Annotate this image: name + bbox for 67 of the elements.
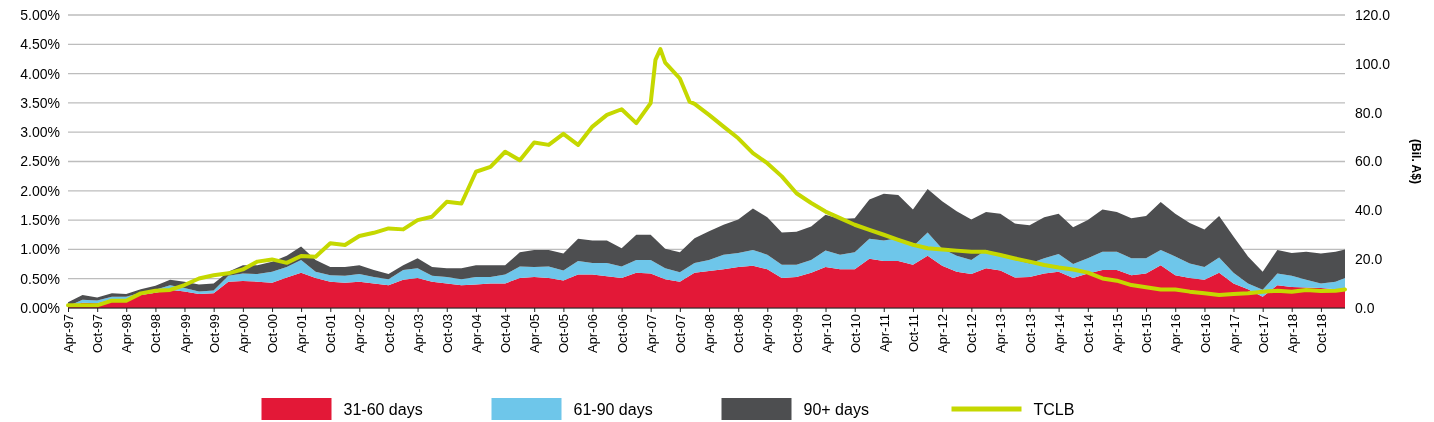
x-tick-label: Apr-01 [294, 314, 310, 354]
x-tick-label: Oct-14 [1080, 314, 1096, 354]
legend-label: 31-60 days [343, 400, 423, 418]
x-tick-label: Apr-00 [235, 314, 251, 354]
y2-tick-label: 40.0 [1355, 202, 1383, 219]
y-tick-label: 0.50% [20, 270, 60, 287]
y-tick-label: 4.00% [20, 65, 60, 82]
y2-tick-label: 0.0 [1355, 299, 1375, 316]
x-tick-label: Apr-06 [585, 314, 601, 354]
x-tick-label: Apr-07 [643, 314, 659, 354]
x-tick-label: Apr-08 [702, 314, 718, 354]
x-tick-label: Apr-14 [1051, 314, 1067, 354]
x-tick-label: Oct-97 [90, 314, 106, 354]
x-tick-label: Apr-09 [760, 314, 776, 354]
legend-label: TCLB [1033, 400, 1075, 418]
x-tick-label: Apr-11 [876, 314, 892, 353]
y2-axis-title: (Bil. A$) [1409, 139, 1423, 184]
y-tick-label: 0.00% [20, 299, 60, 316]
y-tick-label: 1.50% [20, 212, 60, 229]
x-tick-label: Apr-02 [352, 314, 368, 354]
x-tick-label: Oct-09 [789, 314, 805, 354]
x-tick-label: Oct-12 [964, 314, 980, 354]
x-tick-label: Apr-99 [177, 314, 193, 354]
y2-tick-label: 60.0 [1355, 153, 1383, 170]
y-tick-label: 5.00% [20, 6, 60, 23]
x-tick-label: Oct-05 [556, 314, 572, 354]
x-tick-label: Apr-17 [1226, 314, 1242, 354]
x-tick-label: Apr-10 [818, 314, 834, 354]
x-tick-label: Apr-13 [993, 314, 1009, 354]
y-tick-label: 4.50% [20, 36, 60, 53]
x-tick-label: Apr-18 [1284, 314, 1300, 354]
x-tick-label: Apr-97 [61, 314, 77, 354]
x-tick-label: Oct-99 [206, 314, 222, 354]
x-tick-label: Oct-04 [498, 314, 514, 354]
y-tick-label: 2.00% [20, 182, 60, 199]
x-tick-label: Oct-17 [1255, 314, 1271, 354]
x-tick-label: Oct-18 [1313, 314, 1329, 354]
x-tick-label: Oct-98 [148, 314, 164, 354]
x-tick-label: Oct-15 [1139, 314, 1155, 354]
x-tick-label: Oct-07 [672, 314, 688, 354]
legend-label: 90+ days [803, 400, 869, 418]
y-tick-label: 2.50% [20, 153, 60, 170]
y2-tick-label: 20.0 [1355, 251, 1383, 268]
legend-label: 61-90 days [573, 400, 653, 418]
x-tick-label: Oct-10 [847, 314, 863, 354]
x-tick-label: Oct-13 [1022, 314, 1038, 354]
x-tick-label: Apr-03 [410, 314, 426, 354]
x-tick-label: Apr-04 [469, 314, 485, 354]
x-tick-label: Oct-08 [731, 314, 747, 354]
x-tick-label: Apr-15 [1109, 314, 1125, 354]
y-tick-label: 3.50% [20, 94, 60, 111]
y2-tick-label: 100.0 [1355, 55, 1391, 72]
x-tick-label: Apr-12 [935, 314, 951, 354]
x-tick-label: Oct-01 [323, 314, 339, 354]
x-tick-label: Oct-11 [906, 314, 921, 353]
y-tick-label: 3.00% [20, 124, 60, 141]
x-tick-label: Apr-16 [1168, 314, 1184, 354]
y-tick-label: 1.00% [20, 241, 60, 258]
x-tick-label: Oct-02 [381, 314, 397, 354]
x-tick-label: Oct-00 [265, 314, 281, 354]
y2-tick-label: 80.0 [1355, 104, 1383, 121]
y2-tick-label: 120.0 [1355, 6, 1391, 23]
x-tick-label: Oct-16 [1197, 314, 1213, 354]
x-tick-label: Apr-05 [527, 314, 543, 354]
x-tick-label: Apr-98 [119, 314, 135, 354]
x-tick-label: Oct-03 [439, 314, 455, 354]
x-tick-label: Oct-06 [614, 314, 630, 354]
